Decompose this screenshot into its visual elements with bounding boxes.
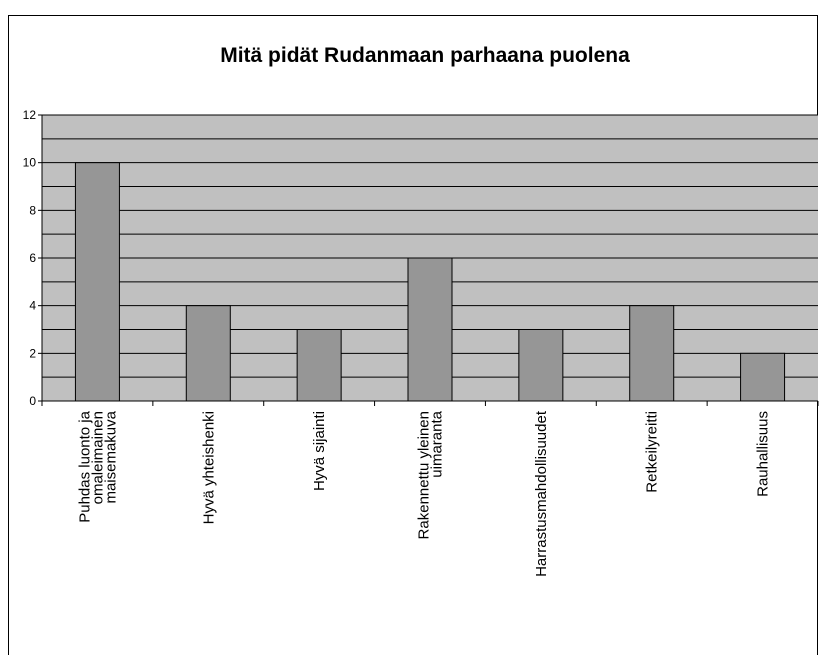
x-tick-label: Retkeilyreitti (644, 411, 661, 493)
bar (740, 352, 786, 402)
y-tick-label: 12 (23, 108, 37, 122)
x-tick-label: Hyvä sijainti (311, 411, 328, 491)
bar (518, 329, 564, 402)
y-tick-label: 0 (29, 394, 36, 408)
y-tick-label: 4 (29, 299, 36, 313)
bar (407, 257, 453, 402)
bar (296, 329, 342, 402)
x-tick-label: Harrastusmahdollisuudet (533, 410, 550, 577)
y-tick-label: 6 (29, 251, 36, 265)
x-tick-label: Puhdas luonto jaomaleimainenmaisemakuva (76, 410, 119, 522)
bar (185, 305, 231, 402)
y-tick-label: 2 (29, 346, 36, 360)
bar (74, 162, 120, 402)
bar (629, 305, 675, 402)
x-tick-label: Rakennettu yleinenuimaranta (416, 410, 446, 539)
y-tick-label: 8 (29, 203, 36, 217)
y-tick-label: 10 (23, 156, 37, 170)
chart-title: Mitä pidät Rudanmaan parhaana puolena (220, 44, 630, 67)
x-tick-label: Rauhallisuus (755, 411, 772, 497)
x-tick-label: Hyvä yhteishenki (200, 411, 217, 524)
